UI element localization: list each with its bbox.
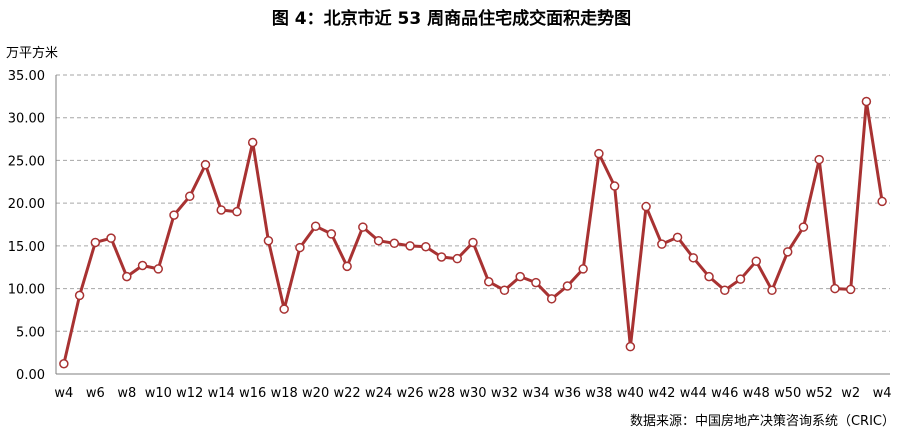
- y-tick-label: 15.00: [8, 240, 45, 255]
- x-tick-label: w6: [86, 386, 105, 401]
- data-point: [201, 161, 209, 169]
- data-point: [563, 282, 571, 290]
- data-point: [752, 257, 760, 265]
- data-point: [375, 237, 383, 245]
- data-point: [689, 254, 697, 262]
- x-tick-label: w40: [617, 386, 644, 401]
- data-point: [737, 275, 745, 283]
- data-point: [154, 265, 162, 273]
- data-point: [626, 343, 634, 351]
- data-point: [422, 243, 430, 251]
- data-point: [799, 223, 807, 231]
- y-tick-label: 35.00: [8, 69, 45, 84]
- data-point: [611, 182, 619, 190]
- x-tick-label: w48: [743, 386, 770, 401]
- y-tick-label: 25.00: [8, 154, 45, 169]
- data-point: [123, 273, 131, 281]
- x-tick-label: w36: [554, 386, 581, 401]
- data-point: [878, 197, 886, 205]
- data-point: [658, 240, 666, 248]
- x-tick-label: w26: [396, 386, 423, 401]
- data-point: [453, 255, 461, 263]
- data-source-note: 数据来源：中国房地产决策咨询系统（CRIC）: [630, 410, 895, 429]
- x-tick-label: w20: [302, 386, 329, 401]
- data-point: [485, 278, 493, 286]
- y-tick-label: 5.00: [16, 325, 45, 340]
- data-point: [642, 203, 650, 211]
- series-line-group: [64, 102, 882, 364]
- data-point: [280, 305, 288, 313]
- data-point: [217, 206, 225, 214]
- data-point: [186, 192, 194, 200]
- data-point: [548, 295, 556, 303]
- x-tick-label: w50: [774, 386, 801, 401]
- x-tick-label: w8: [117, 386, 136, 401]
- x-tick-label: w10: [145, 386, 172, 401]
- data-point: [862, 97, 870, 105]
- x-axis-ticks: w4 w6 w8 w10 w12 w14 w16 w18 w20 w22 w24 w26 w28 w30 w…: [54, 386, 891, 401]
- data-point: [406, 242, 414, 250]
- x-tick-label: w18: [271, 386, 298, 401]
- x-tick-label: w12: [176, 386, 203, 401]
- data-point: [359, 223, 367, 231]
- data-point: [107, 234, 115, 242]
- x-tick-label: w44: [680, 386, 707, 401]
- y-axis-ticks: 0.00 5.00 10.00 15.00 20.00 25.00 30.00 35.00: [8, 69, 45, 383]
- data-point: [438, 253, 446, 261]
- x-tick-label: w24: [365, 386, 392, 401]
- data-point: [76, 291, 84, 299]
- x-tick-label: w28: [428, 386, 455, 401]
- data-point: [815, 156, 823, 164]
- data-point: [233, 208, 241, 216]
- x-tick-label: w32: [491, 386, 518, 401]
- data-point: [390, 239, 398, 247]
- data-point: [469, 238, 477, 246]
- data-point: [60, 360, 68, 368]
- data-point: [532, 279, 540, 287]
- x-tick-label: w38: [585, 386, 612, 401]
- x-tick-label: w4: [873, 386, 892, 401]
- grid-lines: [56, 75, 890, 374]
- data-point: [579, 265, 587, 273]
- data-point: [91, 238, 99, 246]
- data-point: [595, 150, 603, 158]
- data-point: [249, 138, 257, 146]
- x-tick-label: w52: [806, 386, 833, 401]
- x-tick-label: w42: [648, 386, 675, 401]
- data-point: [170, 211, 178, 219]
- data-point: [784, 248, 792, 256]
- data-point: [139, 262, 147, 270]
- data-point: [674, 233, 682, 241]
- x-tick-label: w46: [711, 386, 738, 401]
- series-line: [64, 102, 882, 364]
- data-point: [831, 285, 839, 293]
- y-tick-label: 30.00: [8, 112, 45, 127]
- y-tick-label: 20.00: [8, 197, 45, 212]
- data-point: [327, 230, 335, 238]
- data-point: [312, 222, 320, 230]
- x-tick-label: w22: [334, 386, 361, 401]
- x-tick-label: w16: [239, 386, 266, 401]
- x-tick-label: w30: [459, 386, 486, 401]
- data-point: [296, 244, 304, 252]
- y-tick-label: 10.00: [8, 283, 45, 298]
- x-tick-label: w4: [54, 386, 73, 401]
- data-point: [768, 286, 776, 294]
- x-tick-label: w14: [208, 386, 235, 401]
- y-tick-label: 0.00: [16, 368, 45, 383]
- data-point: [516, 273, 524, 281]
- data-point: [847, 285, 855, 293]
- series-markers: [60, 97, 886, 367]
- data-point: [705, 273, 713, 281]
- data-point: [721, 286, 729, 294]
- data-point: [500, 286, 508, 294]
- x-tick-label: w2: [841, 386, 860, 401]
- data-point: [264, 237, 272, 245]
- x-tick-label: w34: [522, 386, 549, 401]
- data-point: [343, 262, 351, 270]
